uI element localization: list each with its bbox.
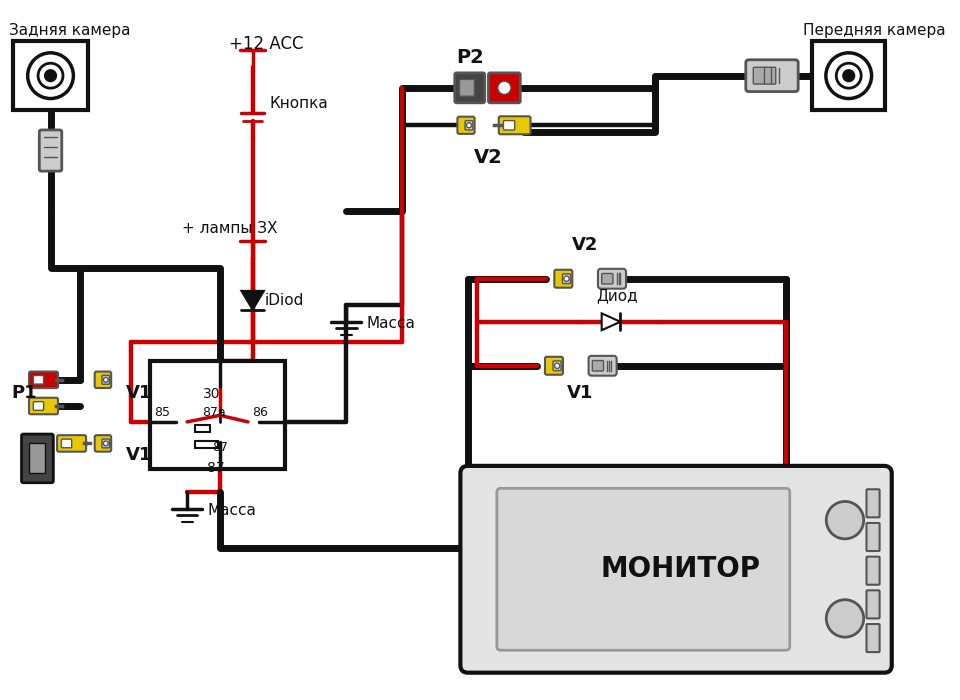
FancyBboxPatch shape [29,443,45,473]
FancyBboxPatch shape [29,372,58,388]
Circle shape [843,70,854,81]
Text: V2: V2 [474,148,503,167]
Circle shape [45,70,56,81]
Text: 87: 87 [212,440,228,454]
Circle shape [564,276,569,281]
FancyBboxPatch shape [867,556,879,584]
FancyBboxPatch shape [455,73,485,103]
FancyBboxPatch shape [457,117,474,134]
FancyBboxPatch shape [746,60,798,92]
Text: Задняя камера: Задняя камера [10,23,131,38]
FancyBboxPatch shape [754,67,776,84]
FancyBboxPatch shape [867,489,879,517]
FancyBboxPatch shape [588,356,616,376]
Circle shape [827,501,864,539]
FancyBboxPatch shape [102,375,109,384]
Circle shape [836,63,861,88]
FancyBboxPatch shape [503,120,515,130]
FancyBboxPatch shape [102,439,109,448]
Polygon shape [241,291,264,309]
Circle shape [498,81,511,94]
FancyBboxPatch shape [553,361,561,370]
Text: Масса: Масса [207,503,256,518]
FancyBboxPatch shape [460,79,474,97]
FancyBboxPatch shape [61,439,72,448]
Text: iDiod: iDiod [265,293,304,308]
Text: 86: 86 [252,406,268,419]
Text: P2: P2 [456,48,484,67]
Polygon shape [602,314,620,330]
Text: Масса: Масса [367,316,416,331]
Text: V1: V1 [567,384,593,402]
FancyBboxPatch shape [867,624,879,652]
FancyBboxPatch shape [461,466,892,673]
Circle shape [555,363,560,368]
Text: 85: 85 [155,406,170,419]
FancyBboxPatch shape [497,489,790,650]
FancyBboxPatch shape [563,274,570,284]
Text: 30: 30 [204,387,221,401]
Text: 87a: 87a [203,406,226,419]
Circle shape [104,377,108,382]
FancyBboxPatch shape [554,270,572,288]
Bar [13,41,88,111]
Bar [195,425,209,432]
FancyBboxPatch shape [95,372,111,388]
FancyBboxPatch shape [465,120,473,130]
Text: 87: 87 [206,461,225,475]
Circle shape [104,441,108,446]
Text: V1: V1 [127,446,153,463]
FancyBboxPatch shape [598,269,626,288]
Text: V2: V2 [571,237,598,254]
FancyBboxPatch shape [602,274,612,284]
Text: + лампы ЗХ: + лампы ЗХ [182,220,278,236]
FancyBboxPatch shape [489,73,520,103]
FancyBboxPatch shape [39,130,61,171]
FancyBboxPatch shape [499,116,531,134]
FancyBboxPatch shape [34,402,43,410]
FancyBboxPatch shape [21,434,54,483]
FancyBboxPatch shape [29,398,58,414]
Text: Передняя камера: Передняя камера [803,23,946,38]
FancyBboxPatch shape [545,357,563,374]
FancyBboxPatch shape [34,375,43,384]
Circle shape [827,600,864,637]
FancyBboxPatch shape [95,435,111,452]
FancyBboxPatch shape [867,523,879,551]
Text: Кнопка: Кнопка [270,97,328,111]
Text: +12 ACC: +12 ACC [229,36,303,53]
Circle shape [826,52,872,99]
Bar [150,361,285,469]
FancyBboxPatch shape [592,360,604,371]
Bar [812,41,885,111]
Text: V1: V1 [127,384,153,402]
Circle shape [28,52,73,99]
Text: P1: P1 [12,384,36,402]
Circle shape [467,122,471,128]
Text: Диод: Диод [596,288,637,303]
FancyBboxPatch shape [57,435,86,452]
Bar [195,440,218,448]
Text: МОНИТОР: МОНИТОР [601,555,760,583]
Circle shape [38,63,63,88]
FancyBboxPatch shape [867,590,879,618]
